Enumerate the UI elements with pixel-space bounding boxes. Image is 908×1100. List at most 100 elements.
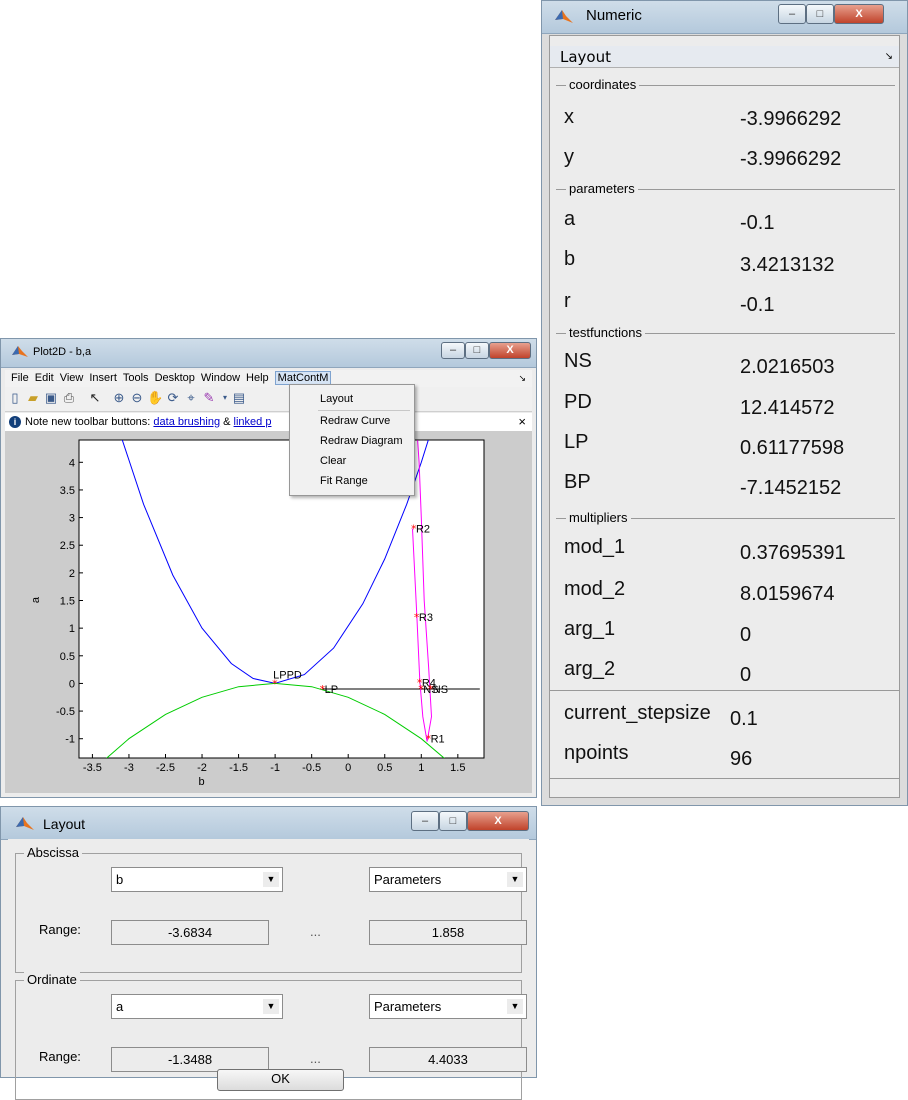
data-brushing-link[interactable]: data brushing	[153, 416, 221, 428]
row-value: 0	[740, 664, 752, 686]
zoom-out-icon[interactable]: ⊖	[131, 390, 143, 405]
bifurcation-plot[interactable]: *LPPD* LP* R2* R3* R4* NS* NS* R1-3.5 -3 -2.5 -2 -1…	[5, 431, 534, 795]
data-cursor-icon[interactable]: ⌖	[187, 390, 195, 405]
menu-item-fit-range[interactable]: Fit Range	[320, 475, 368, 487]
open-folder-icon[interactable]: ▰	[28, 390, 38, 405]
y-tick-label: 0	[69, 678, 75, 690]
brush-icon[interactable]: ✎	[203, 390, 215, 405]
dropdown-arrow-icon[interactable]: ▼	[507, 872, 523, 887]
ordinate-min-field[interactable]: -1.3488	[111, 1047, 269, 1072]
layout-titlebar[interactable]: Layout – □ X	[1, 807, 536, 840]
dock-arrow-icon[interactable]: ↘	[884, 51, 893, 62]
x-tick-label: 1	[418, 762, 424, 774]
pointer-icon[interactable]: ↖	[89, 390, 101, 405]
pan-icon[interactable]: ✋	[147, 390, 164, 405]
brush-dropdown-icon[interactable]: ▾	[222, 393, 227, 402]
row-name: mod_2	[564, 578, 626, 600]
close-button[interactable]: X	[467, 811, 529, 831]
abscissa-variable-select[interactable]: b ▼	[111, 867, 283, 892]
special-point-marker: *	[320, 683, 326, 696]
plot2d-titlebar[interactable]: Plot2D - b,a – □ X	[1, 339, 536, 368]
menu-help[interactable]: Help	[246, 372, 269, 384]
minimize-button[interactable]: –	[778, 4, 806, 24]
row-name: npoints	[564, 742, 629, 764]
row-name: arg_2	[564, 658, 616, 680]
menu-tools[interactable]: Tools	[122, 372, 149, 384]
x-tick-label: 0.5	[377, 762, 392, 774]
new-file-icon[interactable]: ▯	[11, 390, 19, 405]
maximize-button[interactable]: □	[806, 4, 834, 24]
menu-insert[interactable]: Insert	[89, 372, 117, 384]
abscissa-type-select[interactable]: Parameters ▼	[369, 867, 527, 892]
row-value: -7.1452152	[740, 477, 842, 499]
ordinate-label: Ordinate	[24, 972, 80, 987]
ordinate-max-field[interactable]: 4.4033	[369, 1047, 527, 1072]
row-name: LP	[564, 431, 589, 453]
link-plot-icon[interactable]: ▤	[232, 390, 246, 405]
x-tick-label: -2	[197, 762, 207, 774]
menu-item-redraw-curve[interactable]: Redraw Curve	[320, 415, 391, 427]
row-value: 0	[740, 624, 752, 646]
row-name: b	[564, 248, 576, 270]
y-tick-label: 1	[69, 623, 75, 635]
menubar: File Edit View Insert Tools Desktop Window Help…	[5, 370, 532, 387]
x-tick-label: 0	[345, 762, 351, 774]
menu-desktop[interactable]: Desktop	[154, 372, 195, 384]
menu-item-clear[interactable]: Clear	[320, 455, 347, 467]
y-tick-label: 0.5	[60, 651, 75, 663]
menu-window[interactable]: Window	[200, 372, 241, 384]
group-label-multipliers: multipliers	[566, 510, 631, 525]
abscissa-min-field[interactable]: -3.6834	[111, 920, 269, 945]
linked-plots-link[interactable]: linked p	[233, 416, 272, 428]
save-icon[interactable]: ▣	[44, 390, 58, 405]
zoom-in-icon[interactable]: ⊕	[113, 390, 125, 405]
group-label-coordinates: coordinates	[566, 77, 640, 92]
numeric-titlebar[interactable]: Numeric – □ X	[542, 1, 907, 34]
abscissa-variable-value: b	[116, 872, 124, 887]
point-label-r3: R3	[419, 612, 433, 624]
dock-arrow-icon[interactable]: ↘	[518, 373, 526, 383]
ok-button[interactable]: OK	[217, 1069, 344, 1091]
special-point-marker: *	[426, 733, 432, 746]
info-amp: &	[220, 416, 234, 428]
close-button[interactable]: X	[489, 342, 531, 359]
rotate-icon[interactable]: ⟳	[167, 390, 179, 405]
info-close-icon[interactable]: ×	[518, 414, 526, 429]
info-text: Note new toolbar buttons:	[25, 416, 154, 428]
axes-box	[78, 439, 485, 759]
print-icon[interactable]: ⎙	[63, 390, 75, 405]
minimize-button[interactable]: –	[441, 342, 465, 359]
toolbar: ▯ ▰ ▣ ⎙ ↖ ⊕ ⊖ ✋ ⟳ ⌖ ✎ ▾ ▤	[5, 387, 532, 412]
menu-view[interactable]: View	[59, 372, 84, 384]
maximize-button[interactable]: □	[465, 342, 489, 359]
y-tick-label: 2.5	[60, 540, 75, 552]
ordinate-variable-select[interactable]: a ▼	[111, 994, 283, 1019]
group-divider	[556, 333, 895, 334]
minimize-button[interactable]: –	[411, 811, 439, 831]
dropdown-arrow-icon[interactable]: ▼	[507, 999, 523, 1014]
special-point-marker: *	[417, 676, 423, 689]
info-bar: i Note new toolbar buttons: data brushin…	[5, 413, 532, 431]
row-name: current_stepsize	[564, 702, 711, 724]
menu-item-redraw-diagram[interactable]: Redraw Diagram	[320, 435, 403, 447]
special-point-marker: *	[428, 683, 434, 696]
layout-title: Layout	[43, 816, 86, 832]
matlab-logo-icon	[555, 10, 573, 23]
close-button[interactable]: X	[834, 4, 884, 24]
maximize-button[interactable]: □	[439, 811, 467, 831]
menu-file[interactable]: File	[11, 372, 29, 384]
menu-edit[interactable]: Edit	[34, 372, 54, 384]
numeric-panel: Layout ↘ coordinates x -3.9966292 y -3.9…	[549, 35, 900, 798]
abscissa-max-field[interactable]: 1.858	[369, 920, 527, 945]
series-line-1	[106, 682, 445, 758]
numeric-layout-menu[interactable]: Layout ↘	[550, 46, 899, 68]
abscissa-type-value: Parameters	[374, 872, 442, 887]
dropdown-arrow-icon[interactable]: ▼	[263, 872, 279, 887]
row-name: a	[564, 208, 576, 230]
dropdown-arrow-icon[interactable]: ▼	[263, 999, 279, 1014]
menu-item-layout[interactable]: Layout	[320, 393, 354, 405]
row-value: 0.61177598	[740, 437, 845, 459]
menu-matcontm[interactable]: MatContM	[274, 371, 332, 385]
x-axis-label: b	[198, 776, 204, 788]
ordinate-type-select[interactable]: Parameters ▼	[369, 994, 527, 1019]
